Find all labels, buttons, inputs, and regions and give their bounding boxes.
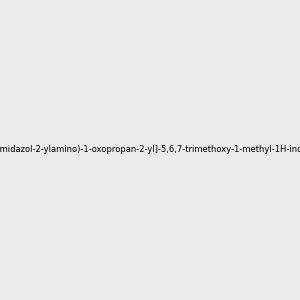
Text: N-[(2S)-1-(1H-benzimidazol-2-ylamino)-1-oxopropan-2-yl]-5,6,7-trimethoxy-1-methy: N-[(2S)-1-(1H-benzimidazol-2-ylamino)-1-… [0,146,300,154]
